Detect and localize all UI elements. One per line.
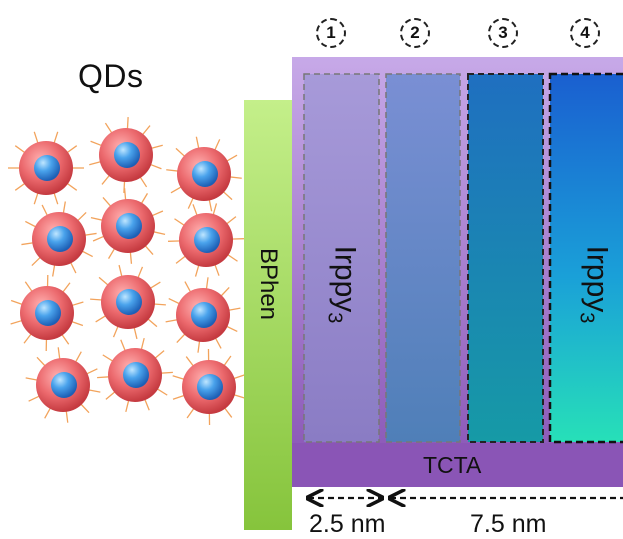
position-marker-4: 4 xyxy=(570,18,600,48)
bphen-label: BPhen xyxy=(254,234,282,334)
emitter-label-2: Irppy3 xyxy=(575,235,614,335)
quantum-dot xyxy=(173,349,246,425)
quantum-dot xyxy=(168,203,244,276)
quantum-dot xyxy=(21,202,96,277)
quantum-dot xyxy=(26,347,101,422)
position-marker-2: 2 xyxy=(400,18,430,48)
quantum-dot xyxy=(89,117,162,193)
qds-label: QDs xyxy=(78,58,144,95)
dimension-label-1: 2.5 nm xyxy=(309,510,385,539)
tcta-label: TCTA xyxy=(423,452,481,479)
quantum-dot xyxy=(90,265,166,339)
quantum-dot xyxy=(166,277,241,352)
quantum-dot xyxy=(8,132,84,204)
stripe-3 xyxy=(468,74,543,442)
position-marker-3: 3 xyxy=(488,18,518,48)
emitter-label-1: Irppy3 xyxy=(323,235,362,335)
dimension-label-2: 7.5 nm xyxy=(470,510,546,539)
position-marker-1: 1 xyxy=(316,18,346,48)
quantum-dot xyxy=(91,188,165,264)
quantum-dot xyxy=(11,275,84,351)
stripe-2 xyxy=(386,74,460,442)
quantum-dot xyxy=(166,137,242,211)
quantum-dot-cluster xyxy=(8,117,245,425)
quantum-dot xyxy=(97,338,173,412)
